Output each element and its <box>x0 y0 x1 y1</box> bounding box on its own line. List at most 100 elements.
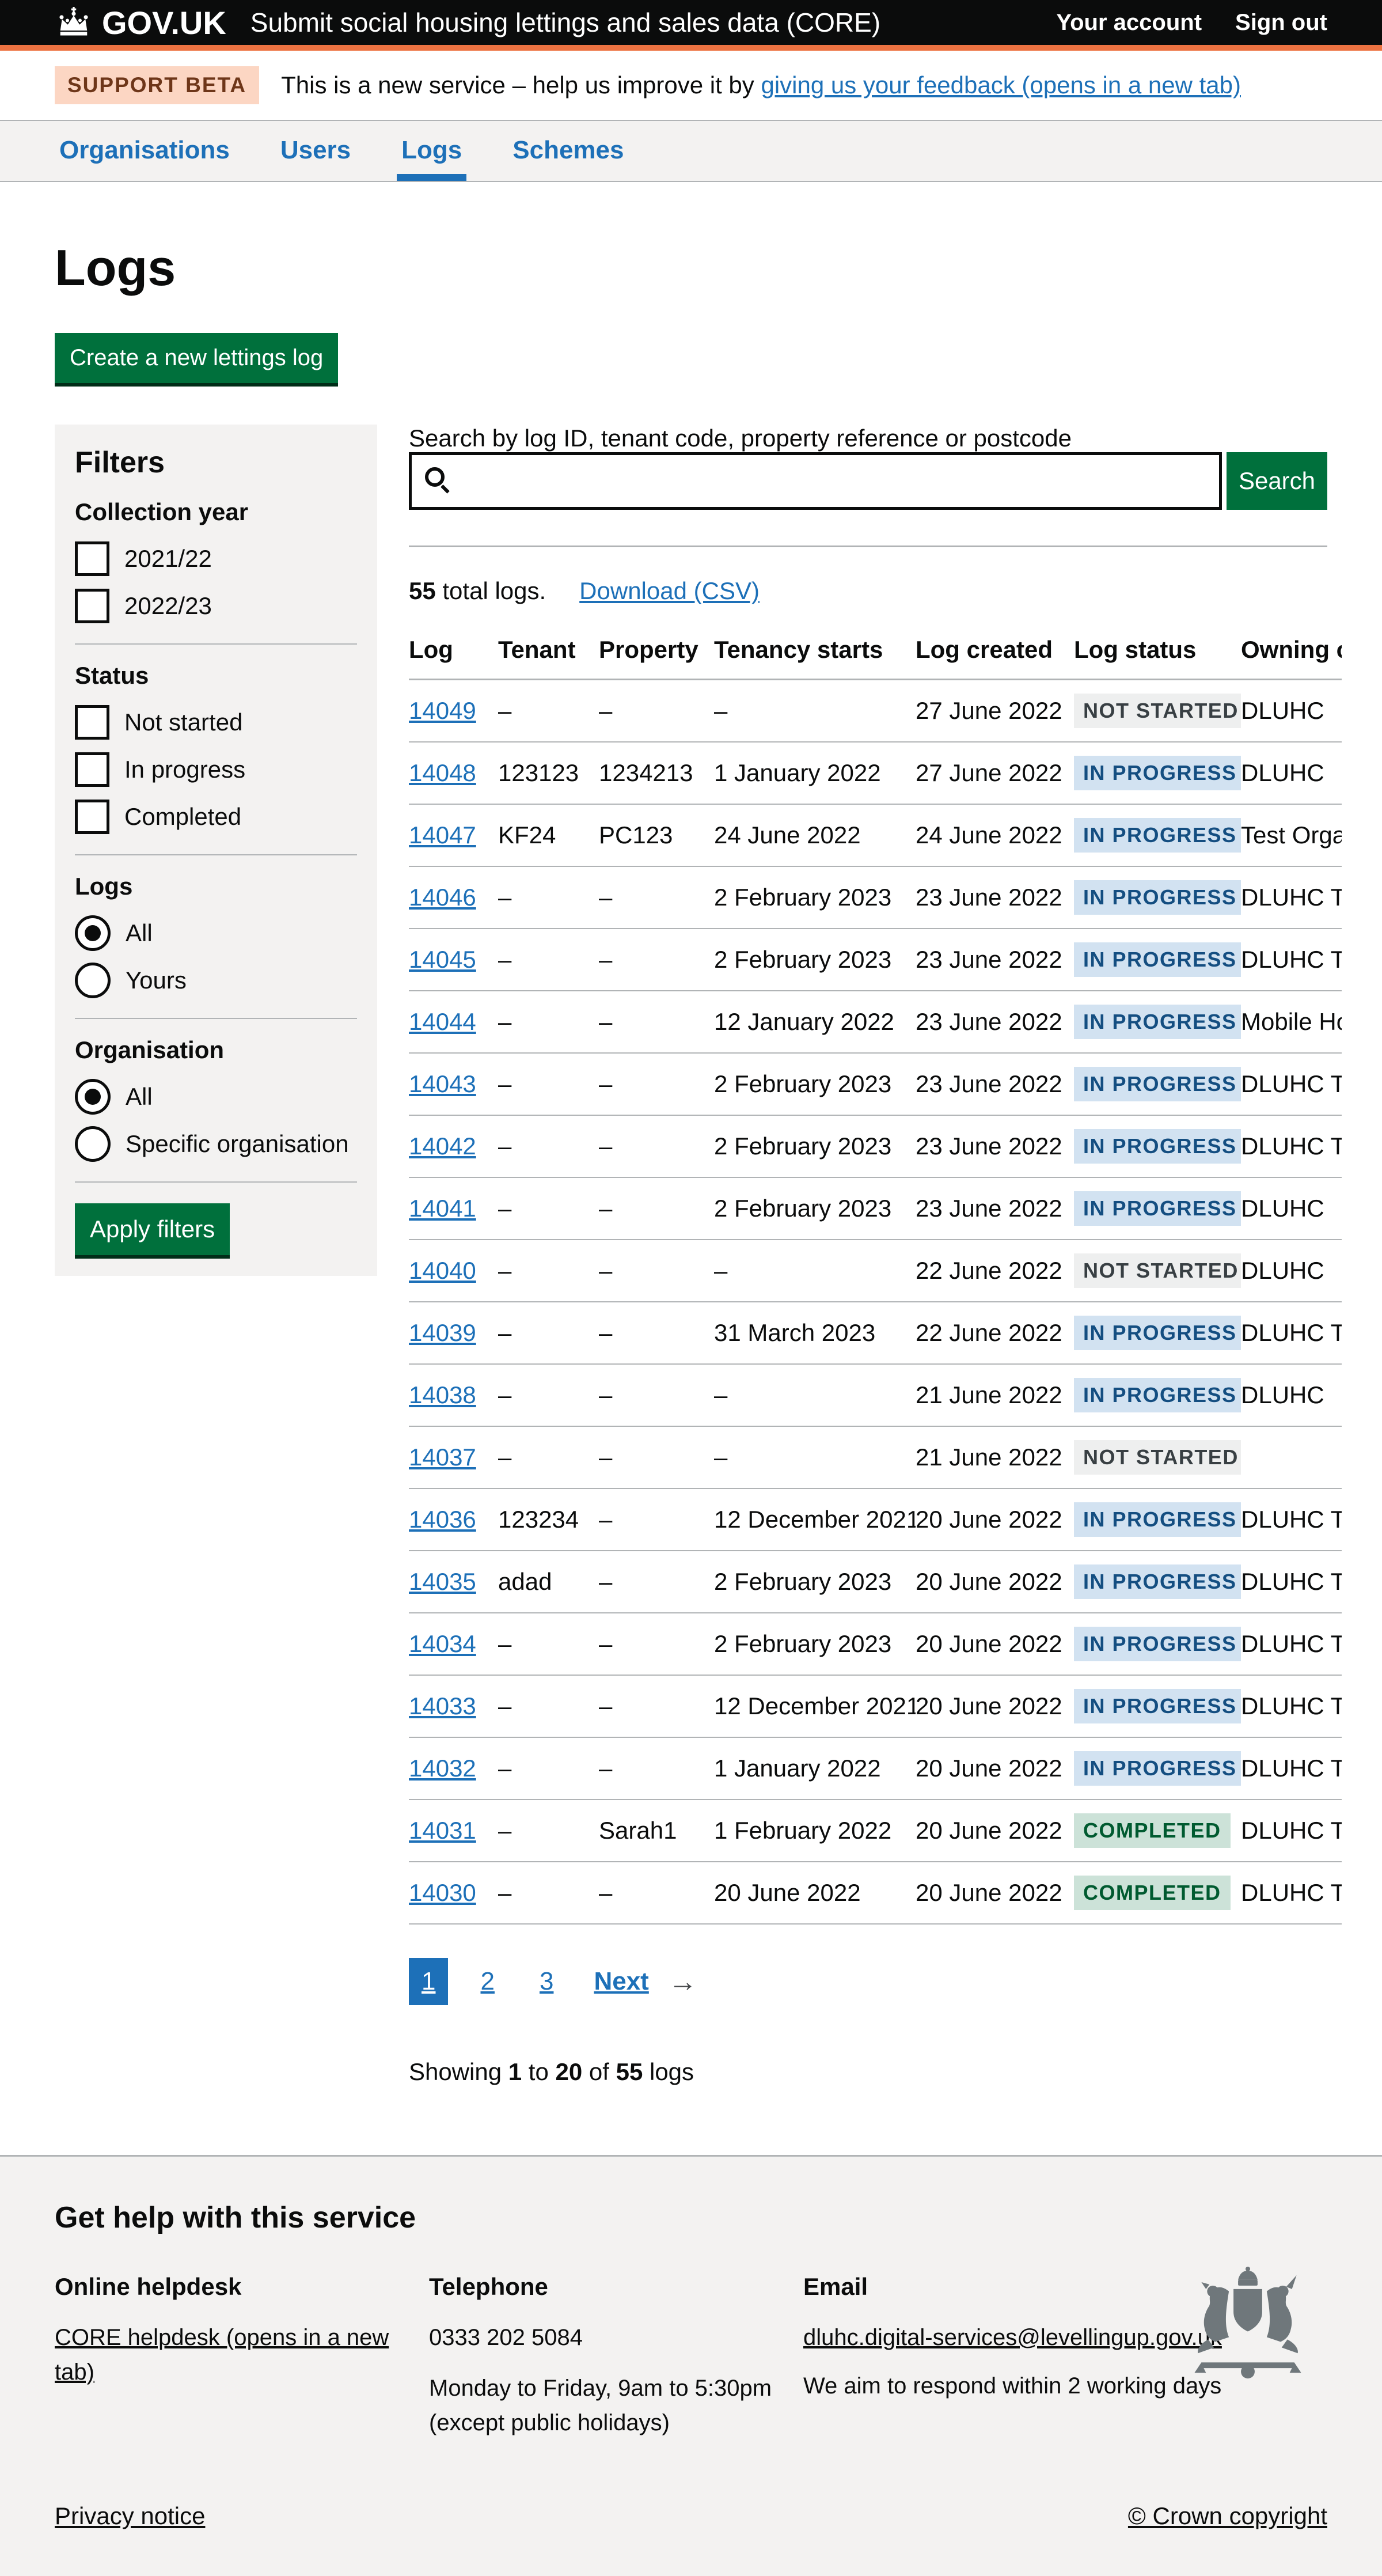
table-row: 14045– –2 February 2023 23 June 2022 IN PRO… <box>409 929 1342 991</box>
log-id-cell: 14037 <box>409 1426 498 1489</box>
property-cell: 1234213 <box>599 742 714 805</box>
your-account-link[interactable]: Your account <box>1056 9 1202 35</box>
log-id-cell: 14041 <box>409 1177 498 1240</box>
column-header-log: Log <box>409 621 498 680</box>
showing-summary: Showing 1 to 20 of 55 logs <box>409 2058 694 2085</box>
nav-item-logs[interactable]: Logs <box>397 121 467 181</box>
tenancy-starts-cell: 12 January 2022 <box>714 991 916 1054</box>
checkbox-2022-23[interactable] <box>75 589 109 623</box>
pagination-page-1[interactable]: 1 <box>409 1958 449 2005</box>
table-row: 14039– –31 March 2023 22 June 2022 IN PROGR… <box>409 1302 1342 1365</box>
log-id-link[interactable]: 14033 <box>409 1692 476 1719</box>
radio-logs-yours[interactable] <box>75 963 111 998</box>
nav-item-schemes[interactable]: Schemes <box>512 136 624 164</box>
tenancy-starts-cell: 1 January 2022 <box>714 1737 916 1800</box>
owning-organisation-cell: DLUHC <box>1241 1240 1342 1302</box>
log-created-cell: 20 June 2022 <box>916 1613 1074 1676</box>
log-id-link[interactable]: 14034 <box>409 1630 476 1657</box>
filter-divider <box>75 854 357 855</box>
log-id-link[interactable]: 14047 <box>409 821 476 848</box>
log-status-badge: IN PROGRESS <box>1074 1502 1241 1537</box>
pagination-page-3[interactable]: 3 <box>539 1967 554 1995</box>
property-cell: – <box>599 1240 714 1302</box>
service-name-link[interactable]: Submit social housing lettings and sales… <box>250 7 881 37</box>
apply-filters-button[interactable]: Apply filters <box>75 1203 230 1255</box>
owning-organisation-cell: Test Organi <box>1241 804 1342 867</box>
nav-item-users[interactable]: Users <box>280 136 351 164</box>
filter-group-label: Organisation <box>75 1036 225 1063</box>
telephone-title: Telephone <box>429 2273 548 2300</box>
log-created-cell: 23 June 2022 <box>916 991 1074 1054</box>
log-id-link[interactable]: 14038 <box>409 1381 476 1408</box>
log-id-link[interactable]: 14049 <box>409 697 476 724</box>
checkbox-in-progress[interactable] <box>75 752 109 787</box>
log-id-cell: 14047 <box>409 804 498 867</box>
log-status-cell: IN PROGRESS <box>1074 1488 1241 1551</box>
log-id-link[interactable]: 14031 <box>409 1817 476 1844</box>
checkbox-2021-22[interactable] <box>75 541 109 576</box>
log-id-cell: 14030 <box>409 1862 498 1925</box>
radio-organisation-specific[interactable] <box>75 1126 111 1162</box>
search-input[interactable] <box>409 452 1222 510</box>
radio-label: All <box>126 919 153 946</box>
tenancy-starts-cell: 2 February 2023 <box>714 1177 916 1240</box>
log-id-link[interactable]: 14035 <box>409 1568 476 1595</box>
tenant-cell: – <box>498 1862 599 1925</box>
tenancy-starts-cell: 2 February 2023 <box>714 866 916 929</box>
tenancy-starts-cell: 2 February 2023 <box>714 1551 916 1613</box>
core-helpdesk-link[interactable]: CORE helpdesk (opens in a new tab) <box>55 2325 389 2385</box>
log-id-link[interactable]: 14045 <box>409 946 476 973</box>
nav-item-organisations[interactable]: Organisations <box>59 136 230 164</box>
log-id-link[interactable]: 14043 <box>409 1070 476 1097</box>
tenant-cell: – <box>498 1177 599 1240</box>
owning-organisation-cell: DLUHC Tes <box>1241 1551 1342 1613</box>
log-id-link[interactable]: 14032 <box>409 1755 476 1782</box>
table-row: 14046– –2 February 2023 23 June 2022 IN PRO… <box>409 866 1342 929</box>
tenant-cell: 123234 <box>498 1488 599 1551</box>
phase-banner: SUPPORT BETA This is a new service – hel… <box>0 51 1382 121</box>
log-id-link[interactable]: 14039 <box>409 1319 476 1346</box>
support-beta-tag: SUPPORT BETA <box>55 66 260 104</box>
sign-out-link[interactable]: Sign out <box>1235 9 1327 35</box>
email-link[interactable]: dluhc.digital-services@levellingup.gov.u… <box>803 2325 1222 2350</box>
property-cell: Sarah1 <box>599 1800 714 1862</box>
tenant-cell: – <box>498 1240 599 1302</box>
create-lettings-log-button[interactable]: Create a new lettings log <box>55 333 339 383</box>
log-id-link[interactable]: 14037 <box>409 1444 476 1471</box>
pagination-page-2[interactable]: 2 <box>480 1967 495 1995</box>
radio-logs-all[interactable] <box>75 915 111 951</box>
search-button[interactable]: Search <box>1227 452 1327 510</box>
log-id-link[interactable]: 14036 <box>409 1506 476 1533</box>
log-id-link[interactable]: 14030 <box>409 1879 476 1906</box>
owning-organisation-cell: DLUHC Tes <box>1241 1053 1342 1116</box>
log-id-link[interactable]: 14041 <box>409 1195 476 1222</box>
privacy-notice-link[interactable]: Privacy notice <box>55 2502 206 2529</box>
feedback-link[interactable]: giving us your feedback (opens in a new … <box>761 71 1241 99</box>
column-header-property: Property <box>599 621 714 680</box>
govuk-logo[interactable]: GOV.UK <box>55 4 226 41</box>
tenant-cell: – <box>498 1800 599 1862</box>
radio-organisation-all[interactable] <box>75 1079 111 1115</box>
pagination-next-link[interactable]: Next <box>594 1967 649 1995</box>
log-id-link[interactable]: 14046 <box>409 884 476 911</box>
download-csv-link[interactable]: Download (CSV) <box>579 577 760 604</box>
log-status-cell: IN PROGRESS <box>1074 1551 1241 1613</box>
checkbox-label: Not started <box>124 709 243 736</box>
table-row: 14048 123123 1234213 1 January 2022 27 June … <box>409 742 1342 805</box>
log-status-badge: IN PROGRESS <box>1074 1005 1241 1039</box>
tenant-cell: – <box>498 991 599 1054</box>
checkbox-not-started[interactable] <box>75 705 109 740</box>
results-divider <box>409 545 1327 547</box>
log-status-cell: IN PROGRESS <box>1074 1177 1241 1240</box>
log-id-link[interactable]: 14048 <box>409 759 476 786</box>
tenant-cell: – <box>498 1426 599 1489</box>
log-id-link[interactable]: 14040 <box>409 1257 476 1284</box>
property-cell: – <box>599 1426 714 1489</box>
crown-copyright-link[interactable]: © Crown copyright <box>1127 2502 1327 2529</box>
log-id-link[interactable]: 14042 <box>409 1132 476 1160</box>
checkbox-completed[interactable] <box>75 800 109 834</box>
crown-icon <box>55 7 93 38</box>
log-created-cell: 20 June 2022 <box>916 1737 1074 1800</box>
log-status-badge: IN PROGRESS <box>1074 1564 1241 1599</box>
log-id-link[interactable]: 14044 <box>409 1008 476 1035</box>
